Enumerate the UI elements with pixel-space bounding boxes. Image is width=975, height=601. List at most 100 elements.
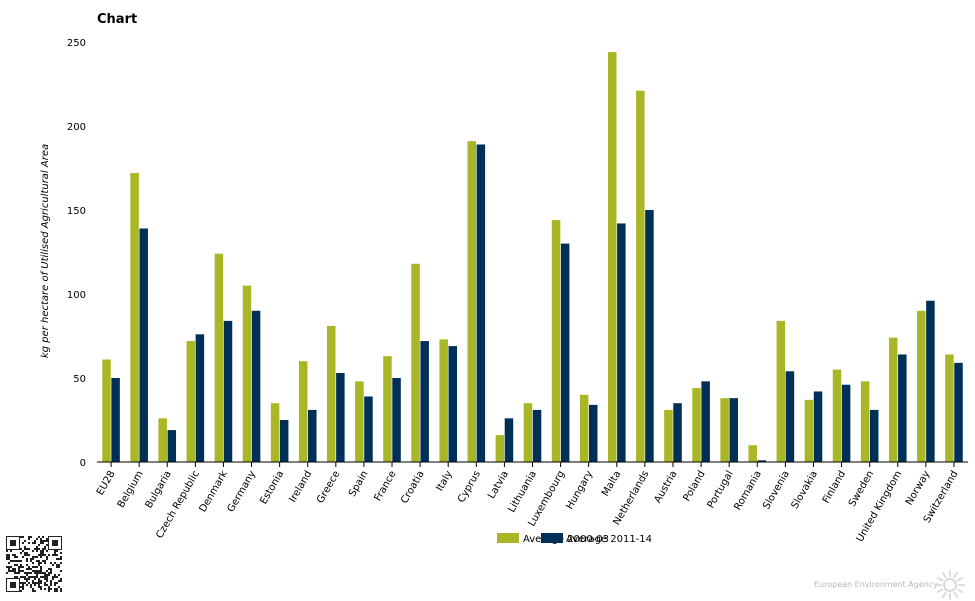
y-axis-ticks: 0 50 100 150 200 250	[67, 38, 86, 469]
bar-series1[interactable]	[776, 320, 786, 462]
bar-series2[interactable]	[476, 144, 486, 463]
bar-series2[interactable]	[617, 223, 626, 462]
x-tick-label: Portugal	[706, 469, 736, 510]
bar-series2[interactable]	[139, 228, 148, 462]
bar-series1[interactable]	[692, 388, 701, 462]
bar-series2[interactable]	[504, 418, 514, 462]
x-tick-label: Belgium	[116, 469, 146, 510]
x-tick-label: Norway	[904, 469, 933, 507]
x-tick-label: Spain	[347, 469, 371, 499]
eea-logo-icon	[935, 570, 965, 600]
bar-series2[interactable]	[195, 334, 205, 462]
bar-series1[interactable]	[214, 253, 224, 462]
legend-label[interactable]: Average 2000-03	[523, 534, 609, 545]
bar-series1[interactable]	[832, 369, 842, 462]
legend-swatch[interactable]	[497, 533, 519, 543]
x-tick-label: Finland	[821, 469, 848, 505]
x-tick-label: Croatia	[399, 469, 427, 506]
bar-series1[interactable]	[270, 403, 280, 462]
y-tick-label: 100	[67, 290, 86, 301]
y-tick-label: 150	[67, 206, 86, 217]
bar-series2[interactable]	[869, 409, 879, 462]
bar-series2[interactable]	[308, 409, 317, 462]
bar-series1[interactable]	[411, 263, 420, 462]
x-tick-label: EU28	[95, 469, 118, 497]
x-tick-label: Austria	[652, 469, 679, 505]
x-tick-label: Sweden	[847, 469, 876, 509]
bar-series1[interactable]	[327, 325, 336, 462]
bar-series2[interactable]	[448, 346, 458, 462]
bar-series2[interactable]	[392, 378, 401, 462]
bars	[102, 52, 963, 463]
bar-series2[interactable]	[588, 404, 598, 462]
bar-series1[interactable]	[917, 310, 926, 462]
bar-series2[interactable]	[560, 243, 570, 462]
bar-series1[interactable]	[607, 52, 617, 463]
bar-series1[interactable]	[720, 398, 729, 462]
bar-series2[interactable]	[364, 396, 373, 462]
bar-series2[interactable]	[279, 420, 289, 462]
bar-series2[interactable]	[926, 300, 935, 462]
bar-series2[interactable]	[111, 378, 120, 462]
bar-series1[interactable]	[523, 403, 533, 462]
bar-series1[interactable]	[383, 356, 392, 462]
bar-series1[interactable]	[495, 435, 505, 462]
bar-series1[interactable]	[439, 339, 448, 462]
bar-series1[interactable]	[130, 173, 139, 463]
y-tick-label: 200	[67, 122, 86, 133]
bar-series2[interactable]	[729, 398, 738, 462]
bar-series2[interactable]	[954, 362, 963, 462]
bar-series1[interactable]	[748, 445, 757, 462]
bar-series1[interactable]	[888, 337, 898, 462]
x-tick-label: Germany	[226, 469, 259, 514]
y-tick-label: 50	[73, 374, 86, 385]
x-tick-label: Denmark	[198, 469, 231, 514]
bar-series2[interactable]	[841, 384, 851, 462]
x-tick-label: Greece	[315, 469, 342, 505]
bar-series1[interactable]	[298, 361, 308, 462]
x-tick-label: Bulgaria	[144, 469, 174, 510]
bar-series1[interactable]	[158, 418, 167, 462]
bar-series1[interactable]	[551, 220, 561, 462]
legend-label[interactable]: Average 2011-14	[566, 534, 652, 545]
bar-series1[interactable]	[242, 285, 252, 462]
bar-series2[interactable]	[701, 381, 710, 462]
bar-series1[interactable]	[860, 381, 870, 462]
bar-series1[interactable]	[467, 141, 477, 462]
x-tick-label: Latvia	[486, 469, 511, 501]
bar-series1[interactable]	[186, 341, 196, 462]
x-tick-label: France	[372, 469, 398, 503]
bar-series2[interactable]	[813, 391, 823, 462]
bar-series1[interactable]	[355, 381, 364, 462]
bar-series1[interactable]	[945, 354, 954, 462]
chart-title: Chart	[97, 12, 138, 27]
bar-series2[interactable]	[757, 460, 767, 462]
bar-series2[interactable]	[251, 310, 261, 462]
bar-series2[interactable]	[532, 409, 542, 462]
bar-series2[interactable]	[223, 320, 233, 462]
x-tick-label: Romania	[732, 469, 763, 512]
x-tick-label: Poland	[681, 469, 707, 503]
bar-series2[interactable]	[645, 210, 654, 462]
legend-swatch[interactable]	[541, 533, 563, 543]
footer-credit: European Environment Agency	[814, 580, 938, 589]
bar-series2[interactable]	[898, 354, 907, 462]
bar-series2[interactable]	[336, 372, 345, 462]
bar-series2[interactable]	[167, 430, 177, 462]
bar-series1[interactable]	[636, 90, 645, 462]
x-tick-label: Cyprus	[456, 469, 483, 505]
bar-series2[interactable]	[785, 371, 795, 462]
bar-series1[interactable]	[579, 394, 589, 462]
x-tick-label: Estonia	[258, 469, 286, 506]
bar-series1[interactable]	[664, 409, 673, 462]
y-tick-label: 0	[80, 458, 86, 469]
bar-series1[interactable]	[804, 399, 814, 462]
bar-series2[interactable]	[420, 341, 429, 462]
bar-series1[interactable]	[102, 359, 111, 462]
x-tick-label: Hungary	[564, 469, 595, 512]
x-tick-label: Italy	[434, 469, 454, 493]
y-axis-title-group: kg per hectare of Utilised Agricultural …	[40, 144, 51, 358]
bar-series2[interactable]	[673, 403, 682, 462]
